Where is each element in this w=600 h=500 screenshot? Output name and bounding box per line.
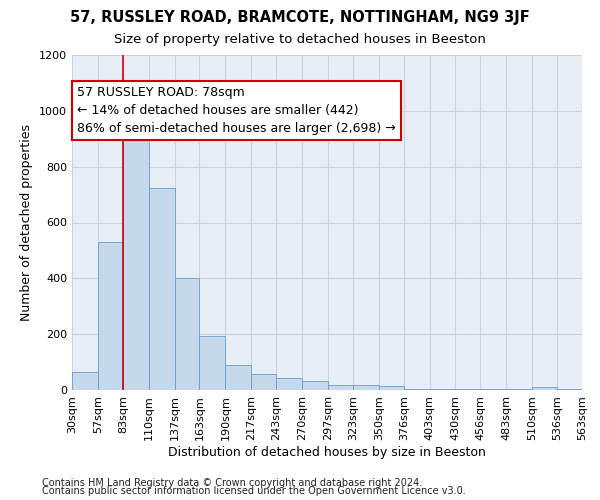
Bar (532, 386, 557, 390)
Bar (149, 188, 175, 390)
Bar (72, 372, 98, 390)
Bar (379, 386, 404, 390)
Bar (251, 374, 276, 390)
Bar (199, 336, 226, 390)
Bar (276, 378, 302, 390)
Text: Contains public sector information licensed under the Open Government Licence v3: Contains public sector information licen… (42, 486, 466, 496)
Bar (175, 278, 199, 390)
Bar (404, 389, 430, 390)
Y-axis label: Number of detached properties: Number of detached properties (20, 124, 34, 321)
Bar (353, 385, 379, 390)
Bar (98, 242, 123, 390)
Bar (430, 389, 455, 390)
Bar (557, 389, 582, 390)
Text: Contains HM Land Registry data © Crown copyright and database right 2024.: Contains HM Land Registry data © Crown c… (42, 478, 422, 488)
Bar (302, 381, 328, 390)
Bar (226, 365, 251, 390)
X-axis label: Distribution of detached houses by size in Beeston: Distribution of detached houses by size … (168, 446, 486, 458)
Bar (123, 114, 149, 390)
Text: 57, RUSSLEY ROAD, BRAMCOTE, NOTTINGHAM, NG9 3JF: 57, RUSSLEY ROAD, BRAMCOTE, NOTTINGHAM, … (70, 10, 530, 25)
Bar (455, 389, 481, 390)
Text: 57 RUSSLEY ROAD: 78sqm
← 14% of detached houses are smaller (442)
86% of semi-de: 57 RUSSLEY ROAD: 78sqm ← 14% of detached… (77, 86, 395, 134)
Bar (328, 385, 353, 390)
Text: Size of property relative to detached houses in Beeston: Size of property relative to detached ho… (114, 32, 486, 46)
